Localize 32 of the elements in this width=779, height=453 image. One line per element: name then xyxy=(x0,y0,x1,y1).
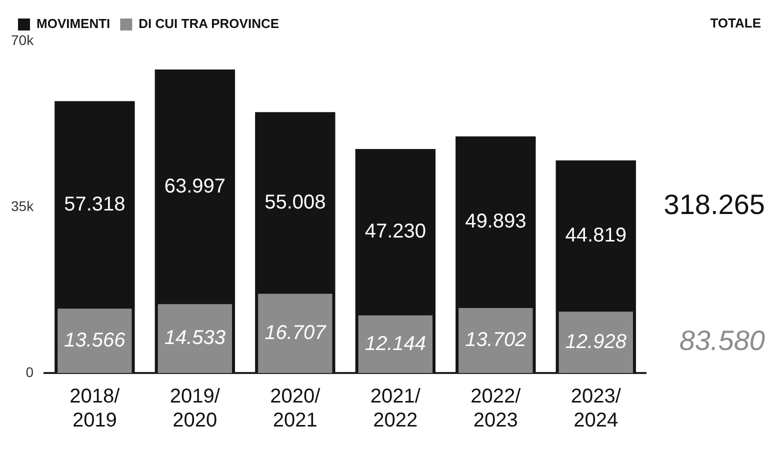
data-label: 44.819 xyxy=(565,224,626,247)
x-tick-label: 2022/2023 xyxy=(470,386,522,432)
data-label: 13.566 xyxy=(64,329,126,352)
x-tick-label: 2021/2022 xyxy=(370,386,421,432)
bar xyxy=(258,294,332,373)
legend-label: DI CUI TRA PROVINCE xyxy=(138,16,280,32)
x-tick-label: 2018/2019 xyxy=(70,386,120,432)
y-tick-label: 70k xyxy=(10,32,35,48)
data-label: 14.533 xyxy=(164,327,226,350)
data-label: 57.318 xyxy=(64,193,126,216)
data-label: 12.144 xyxy=(364,332,426,355)
data-label: 47.230 xyxy=(364,220,426,243)
bar xyxy=(158,304,232,373)
bar xyxy=(358,315,432,373)
x-tick-label: 2019/2020 xyxy=(170,386,220,432)
bar xyxy=(458,308,533,373)
text: 83.580 xyxy=(679,325,766,356)
data-label: 12.928 xyxy=(565,330,626,353)
legend-label: MOVIMENTI xyxy=(36,16,110,32)
bar xyxy=(58,308,132,373)
y-tick-label: 35k xyxy=(10,198,35,214)
y-tick-label: 0 xyxy=(26,364,34,380)
bar xyxy=(558,312,633,373)
text: TOTALE xyxy=(710,16,762,31)
data-label: 13.702 xyxy=(465,329,526,352)
data-label: 63.997 xyxy=(164,175,226,198)
x-tick-label: 2020/2021 xyxy=(270,386,321,432)
data-label: 55.008 xyxy=(264,191,326,214)
text: 318.265 xyxy=(664,188,765,220)
data-label: 49.893 xyxy=(465,210,526,233)
x-tick-label: 2023/2024 xyxy=(570,386,622,432)
data-label: 16.707 xyxy=(264,322,327,344)
